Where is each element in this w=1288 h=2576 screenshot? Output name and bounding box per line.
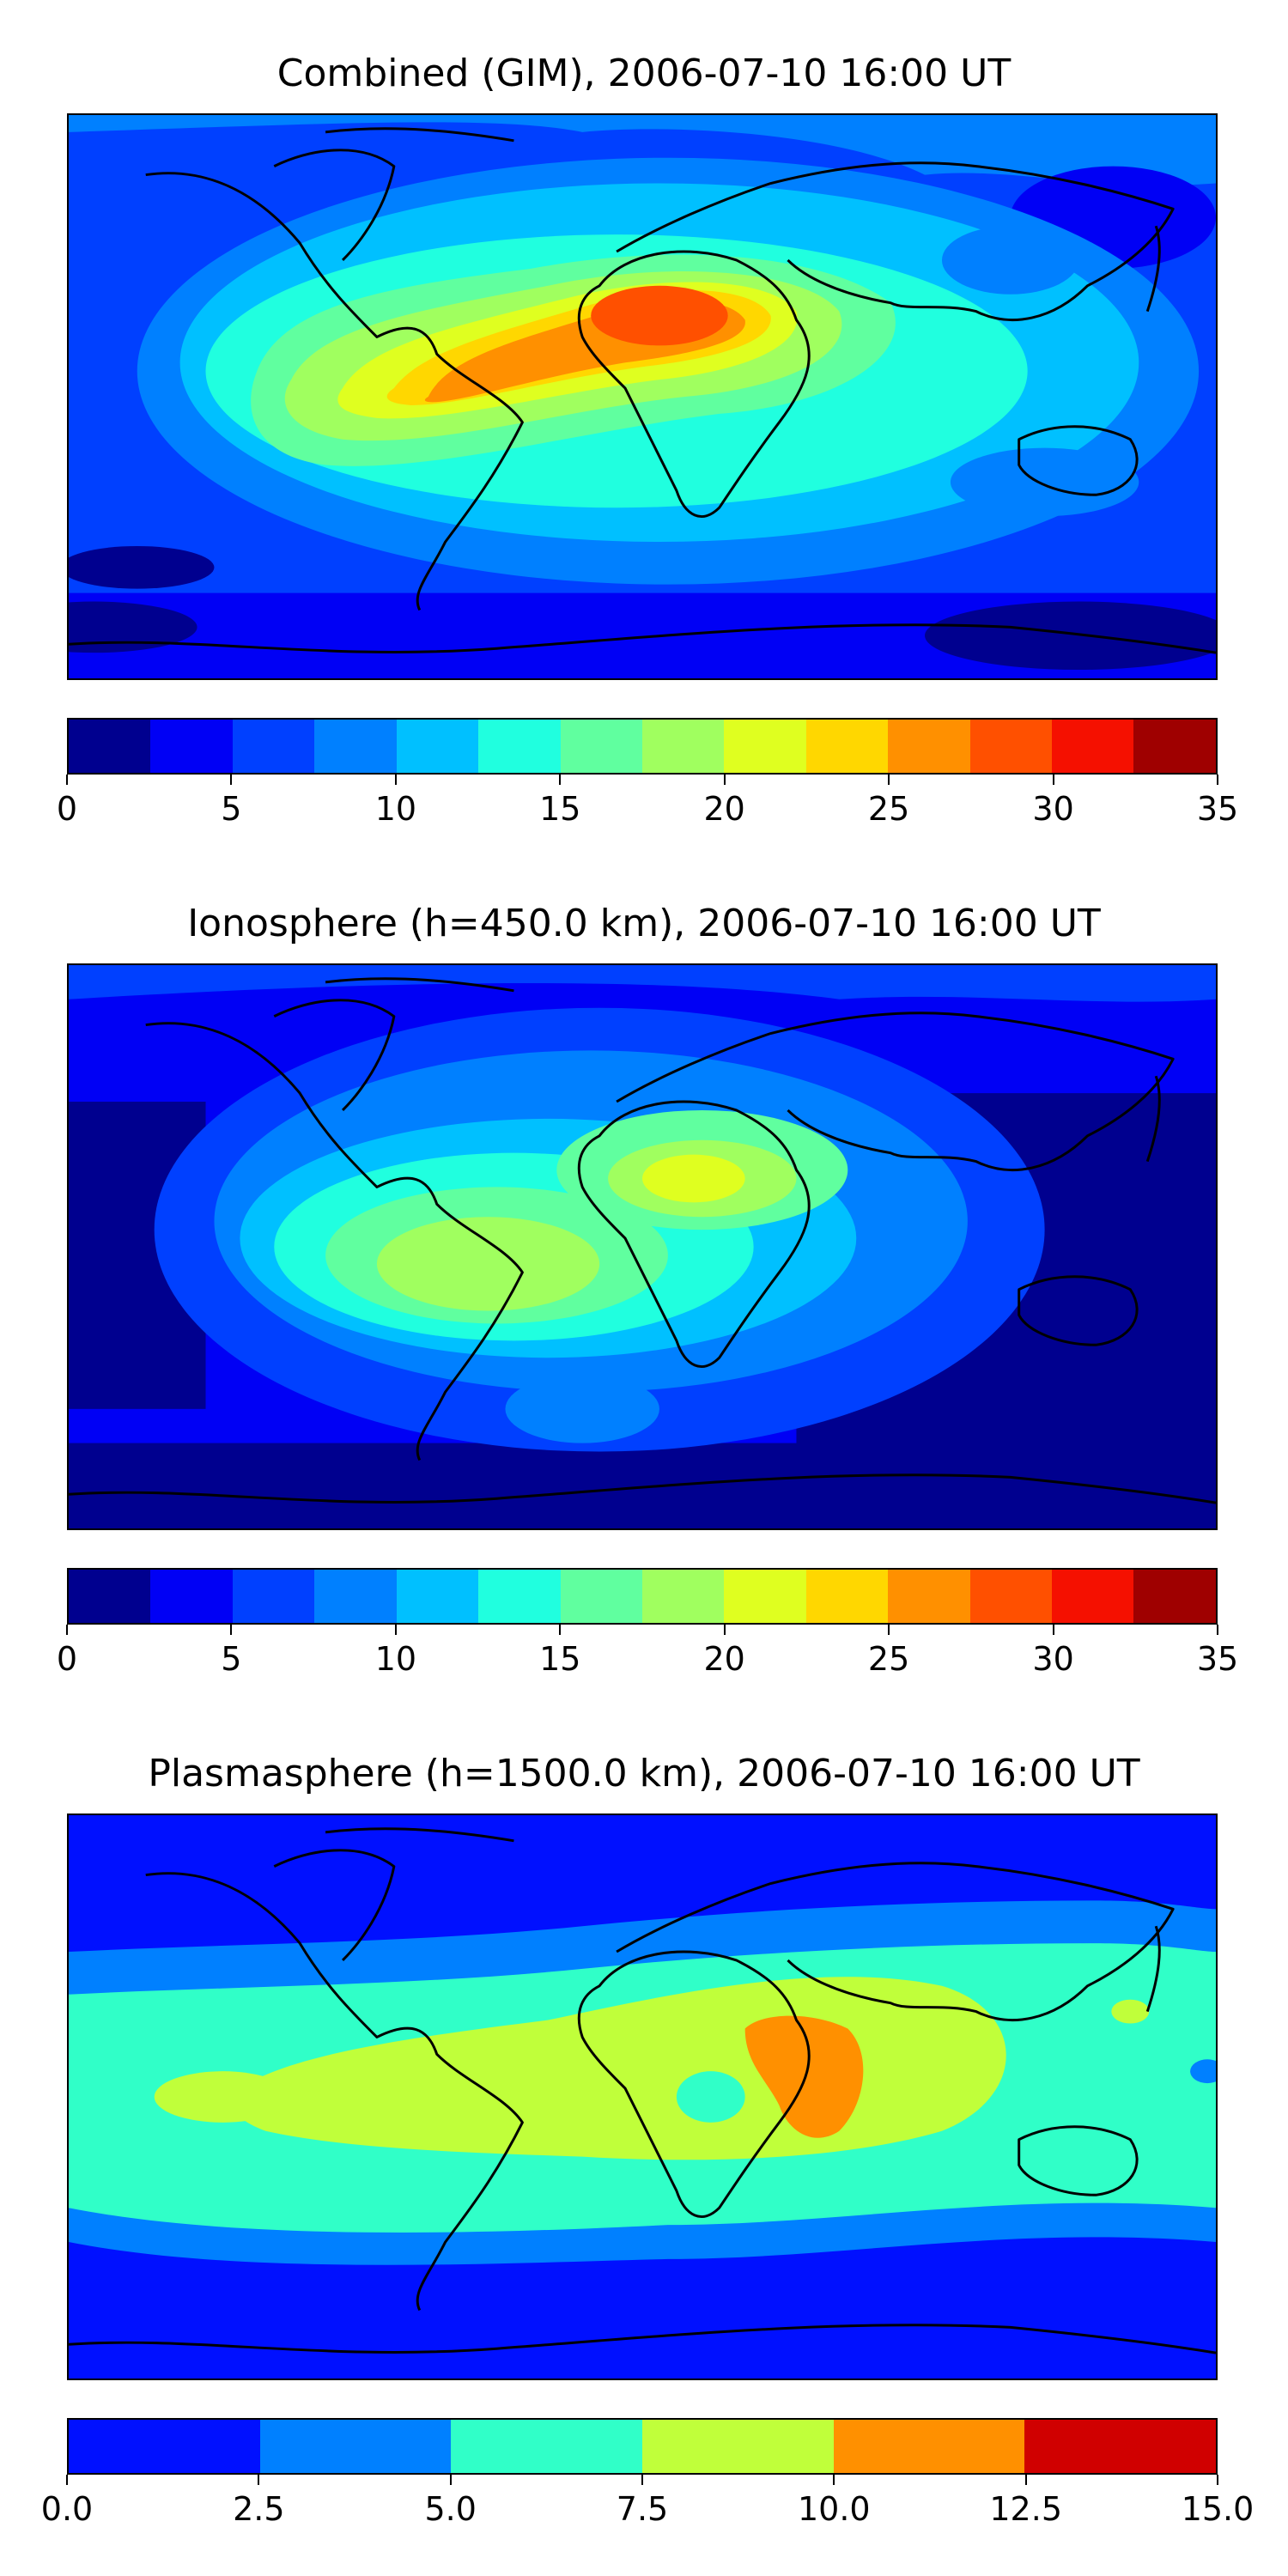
colorbar-segment — [724, 1570, 806, 1623]
colorbar-segment — [641, 1570, 725, 1623]
colorbar-tick-label: 12.5 — [989, 2490, 1062, 2528]
colorbar-segment — [232, 720, 315, 773]
colorbar-segment — [69, 720, 151, 773]
colorbar-tick-label: 2.5 — [233, 2490, 285, 2528]
colorbar-tick-label: 35 — [1196, 790, 1239, 828]
colorbar-tick-label: 10.0 — [797, 2490, 871, 2528]
heatmap-map — [67, 113, 1218, 680]
colorbar-tick-label: 5.0 — [424, 2490, 477, 2528]
colorbar-ticks: 0.0 2.5 5.0 7.5 10.0 12.5 15.0 — [41, 2475, 1254, 2528]
colorbar-tick-label: 5 — [221, 1640, 242, 1678]
colorbar-segment — [969, 1570, 1053, 1623]
colorbar-tick-label: 0.0 — [40, 2490, 94, 2528]
colorbar-tick-label: 10 — [374, 790, 417, 828]
colorbar-segment — [642, 2420, 834, 2473]
colorbar-tick-label: 15 — [539, 790, 581, 828]
colorbar-tick-label: 0 — [56, 1640, 78, 1678]
colorbar-segment — [69, 2420, 260, 2473]
colorbar-tick-label: 35 — [1196, 1640, 1239, 1678]
colorbar-tick-label: 25 — [867, 790, 910, 828]
colorbar-segment — [805, 1570, 889, 1623]
colorbar-segment — [451, 2420, 643, 2473]
colorbar-tick-label: 15.0 — [1181, 2490, 1255, 2528]
colorbar-tick-label: 0 — [56, 790, 78, 828]
colorbar-segment — [1133, 1570, 1216, 1623]
colorbar-segment — [232, 1570, 315, 1623]
colorbar-tick-label: 30 — [1032, 1640, 1074, 1678]
colorbar-tick-label: 7.5 — [616, 2490, 669, 2528]
colorbar-segment — [833, 2420, 1025, 2473]
colorbar-segment — [1052, 720, 1134, 773]
colorbar-tick-label: 20 — [703, 790, 745, 828]
chart-title: Combined (GIM), 2006-07-10 16:00 UT — [276, 52, 1012, 95]
colorbar-segment — [724, 720, 806, 773]
colorbar-ticks: 0 5 10 15 20 25 30 35 — [57, 1625, 1238, 1678]
colorbar-segment — [888, 1570, 970, 1623]
colorbar-segment — [478, 1570, 561, 1623]
colorbar-tick-label: 25 — [867, 1640, 910, 1678]
chart-title: Ionosphere (h=450.0 km), 2006-07-10 16:0… — [187, 902, 1101, 945]
colorbar-segment — [1024, 2420, 1216, 2473]
colorbar-tick-label: 10 — [374, 1640, 417, 1678]
colorbar-segment — [314, 720, 397, 773]
colorbar-segment — [888, 720, 970, 773]
colorbar-segment — [969, 720, 1053, 773]
colorbar — [67, 718, 1218, 775]
colorbar-segment — [150, 720, 233, 773]
colorbar-segment — [396, 720, 479, 773]
colorbar — [67, 1568, 1218, 1625]
colorbar-segment — [1052, 1570, 1134, 1623]
colorbar-segment — [478, 720, 561, 773]
colorbar — [67, 2418, 1218, 2475]
colorbar-tick-label: 5 — [221, 790, 242, 828]
colorbar-segment — [560, 1570, 642, 1623]
colorbar-tick-label: 15 — [539, 1640, 581, 1678]
colorbar-segment — [69, 1570, 151, 1623]
colorbar-segment — [1133, 720, 1216, 773]
colorbar-segment — [641, 720, 725, 773]
colorbar-ticks: 0 5 10 15 20 25 30 35 — [57, 775, 1238, 828]
heatmap-map — [67, 1814, 1218, 2380]
chart-title: Plasmasphere (h=1500.0 km), 2006-07-10 1… — [148, 1752, 1140, 1795]
heatmap-map — [67, 963, 1218, 1530]
colorbar-segment — [396, 1570, 479, 1623]
colorbar-segment — [259, 2420, 452, 2473]
colorbar-segment — [560, 720, 642, 773]
colorbar-segment — [805, 720, 889, 773]
colorbar-segment — [150, 1570, 233, 1623]
colorbar-tick-label: 30 — [1032, 790, 1074, 828]
colorbar-segment — [314, 1570, 397, 1623]
colorbar-tick-label: 20 — [703, 1640, 745, 1678]
